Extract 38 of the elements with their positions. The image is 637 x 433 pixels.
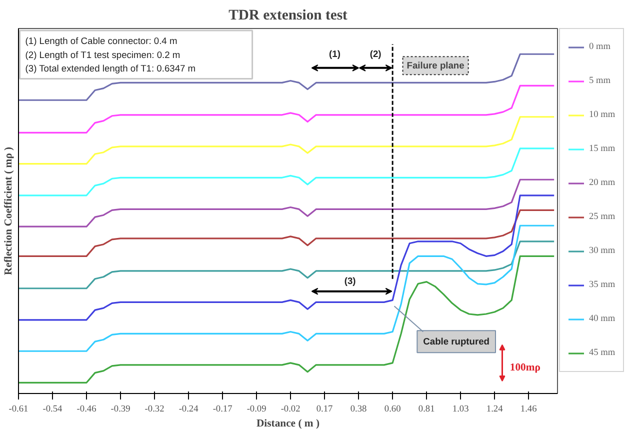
legend-label: 15 mm [589,144,616,154]
x-tick-label: -0.24 [178,404,199,414]
legend-label: 30 mm [589,246,616,256]
x-tick-label: 0.60 [384,404,402,414]
chart-title: TDR extension test [228,8,348,24]
annotation: (3) [344,276,356,286]
x-tick-label: 1.24 [486,404,504,414]
x-tick-label: 1.46 [520,404,538,414]
x-tick-label: -0.32 [144,404,165,414]
x-tick-label: 1.03 [452,404,470,414]
x-tick-label: -0.46 [76,404,97,414]
legend-label: 40 mm [589,314,616,324]
annotation: (2) [370,49,382,60]
x-tick-label: -0.61 [8,404,29,414]
x-axis-title: Distance ( m ) [256,418,320,430]
x-tick-label: -0.39 [110,404,131,414]
ref-line-label: Failure plane [406,60,464,71]
legend-label: 35 mm [589,280,616,290]
y-axis-title: Reflection Coefficient ( mρ ) [4,146,14,276]
legend-label: 10 mm [589,110,616,120]
legend-label: 45 mm [589,348,616,358]
x-tick-label: -0.17 [212,404,233,414]
x-tick-label: 0.38 [350,404,368,414]
x-tick-label: 0.17 [316,404,334,414]
legend-label: 25 mm [589,212,616,222]
annotation: (3) Total extended length of T1: 0.6347 m [25,64,196,74]
annotation: (2) Length of T1 test specimen: 0.2 m [25,50,180,60]
annotation: Cable ruptured [423,336,490,347]
legend-label: 0 mm [589,42,611,52]
annotation: (1) [329,49,340,60]
x-tick-label: -0.09 [246,404,267,414]
x-tick-label: 0.81 [418,404,436,414]
legend-label: 20 mm [589,178,616,188]
text: (1) Length of Cable connector: 0.4 m [25,36,178,46]
x-tick-label: -0.54 [42,404,63,414]
x-tick-label: -0.02 [280,404,301,414]
annotation: 100mρ [510,362,541,374]
legend-label: 5 mm [589,76,611,86]
